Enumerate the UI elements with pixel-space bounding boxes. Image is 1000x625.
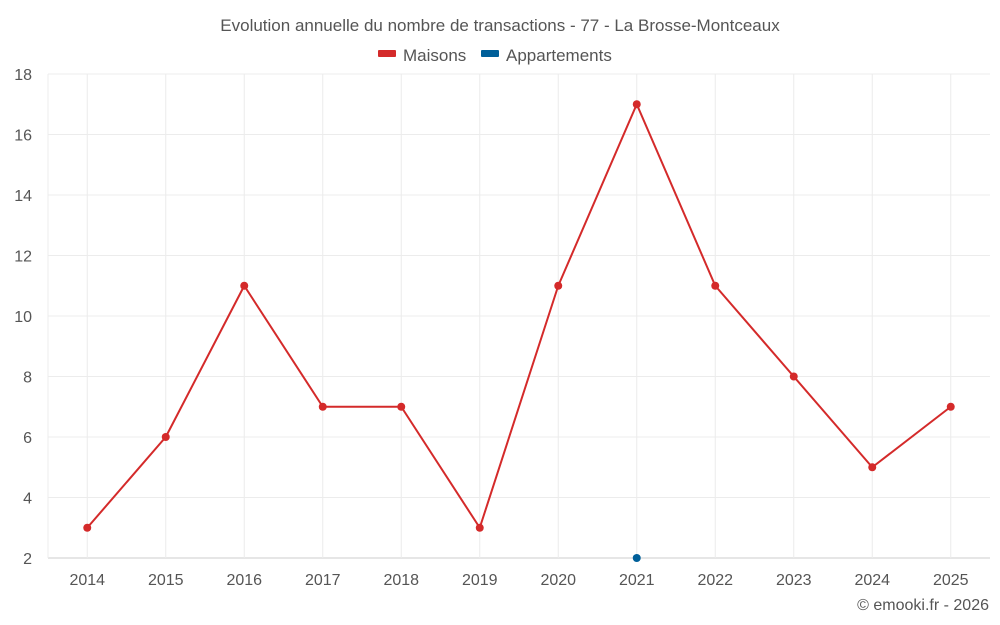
legend: Maisons Appartements — [378, 46, 612, 65]
x-tick-label: 2025 — [933, 572, 969, 589]
x-tick-label: 2015 — [148, 572, 184, 589]
y-tick-label: 12 — [14, 249, 32, 266]
x-tick-label: 2020 — [540, 572, 576, 589]
data-point-maisons[interactable] — [868, 463, 877, 472]
data-point-maisons[interactable] — [83, 523, 92, 532]
y-tick-label: 10 — [14, 309, 32, 326]
x-tick-label: 2021 — [619, 572, 655, 589]
legend-label-maisons[interactable]: Maisons — [403, 46, 466, 65]
data-point-appartements[interactable] — [632, 554, 641, 562]
x-tick-label: 2014 — [69, 572, 105, 589]
data-point-maisons[interactable] — [318, 402, 327, 411]
data-point-maisons[interactable] — [789, 372, 798, 381]
legend-swatch-maisons — [378, 50, 396, 57]
series — [83, 100, 955, 562]
y-axis-ticks: 2 4 6 8 10 12 14 16 18 — [14, 67, 32, 568]
y-tick-label: 4 — [23, 491, 32, 508]
legend-swatch-appartements — [481, 50, 499, 57]
data-point-maisons[interactable] — [554, 281, 563, 290]
data-point-maisons[interactable] — [632, 100, 641, 109]
data-point-maisons[interactable] — [161, 433, 170, 441]
y-tick-label: 16 — [14, 128, 32, 145]
data-point-maisons[interactable] — [475, 523, 484, 532]
series-line-maisons — [86, 103, 952, 529]
y-tick-label: 14 — [14, 188, 32, 205]
x-tick-label: 2024 — [854, 572, 890, 589]
grid — [47, 73, 990, 559]
data-point-maisons[interactable] — [240, 281, 249, 290]
y-tick-label: 8 — [23, 370, 32, 387]
x-tick-label: 2018 — [383, 572, 419, 589]
x-axis-ticks: 2014 2015 2016 2017 2018 2019 2020 2021 2022 2023… — [69, 572, 968, 589]
data-point-maisons[interactable] — [711, 281, 720, 290]
credit: © emooki.fr - 2026 — [857, 597, 989, 614]
y-tick-label: 2 — [23, 551, 32, 568]
x-tick-label: 2019 — [462, 572, 498, 589]
x-tick-label: 2016 — [226, 572, 262, 589]
y-tick-label: 18 — [14, 67, 32, 84]
y-tick-label: 6 — [23, 430, 32, 447]
chart-title: Evolution annuelle du nombre de transact… — [220, 16, 780, 35]
data-point-maisons[interactable] — [397, 402, 406, 411]
data-point-maisons[interactable] — [946, 402, 955, 411]
x-tick-label: 2022 — [697, 572, 733, 589]
x-tick-label: 2017 — [305, 572, 341, 589]
legend-label-appartements[interactable]: Appartements — [506, 46, 612, 65]
x-tick-label: 2023 — [776, 572, 812, 589]
